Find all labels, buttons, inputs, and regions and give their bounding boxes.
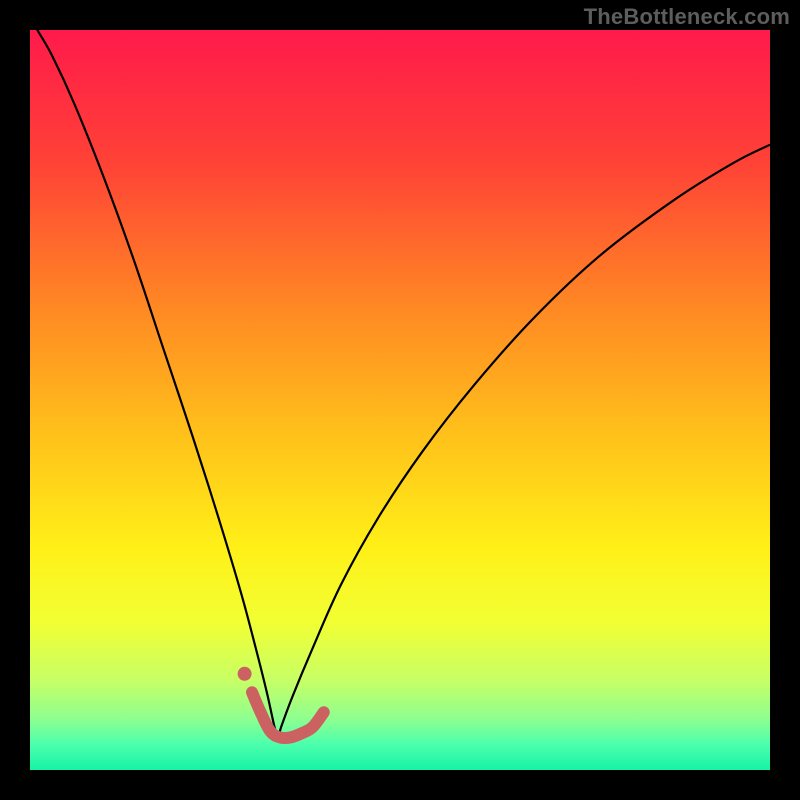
highlight-dot <box>238 667 252 681</box>
watermark-text: TheBottleneck.com <box>584 4 790 30</box>
chart-stage: TheBottleneck.com <box>0 0 800 800</box>
bottleneck-chart <box>0 0 800 800</box>
chart-background-gradient <box>30 30 770 770</box>
